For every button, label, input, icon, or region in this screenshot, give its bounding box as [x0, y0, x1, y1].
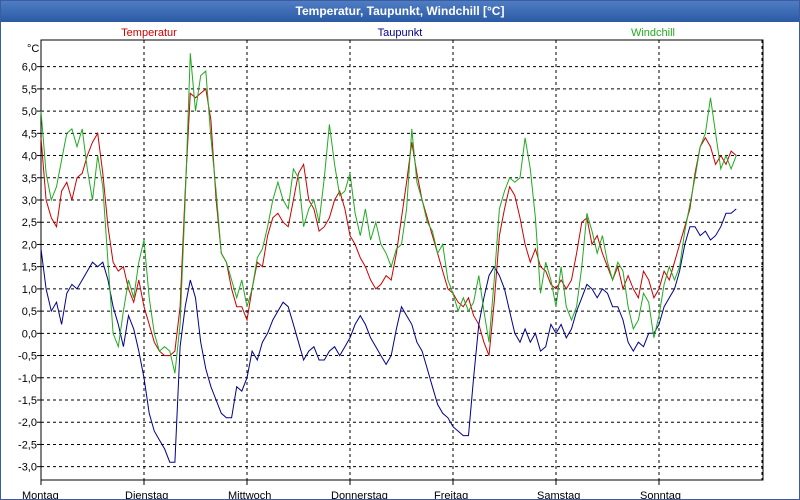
x-tick-day-label: Samstag	[537, 490, 580, 499]
series-lines	[40, 53, 737, 463]
y-tick-label: -3,0	[18, 462, 37, 474]
window-title: Temperatur, Taupunkt, Windchill [°C]	[1, 1, 799, 22]
y-tick-label: -2,0	[18, 417, 37, 429]
y-tick-label: 0,0	[22, 328, 37, 340]
series-line	[40, 87, 737, 357]
x-tick-day-label: Sonntag	[640, 490, 681, 499]
y-tick-label: -0,5	[18, 351, 37, 363]
x-axis: Montag10.01.22Dienstag11.01.22Mittwoch12…	[22, 480, 681, 499]
y-tick-label: -1,5	[18, 395, 37, 407]
series-line	[40, 53, 737, 374]
x-tick-day-label: Mittwoch	[228, 490, 271, 499]
y-axis: °C 6,0 5,5 5,0 4,5 4,0 3,5 3,0 2,5 2,0 1,5 1,0 0,5 0,…	[18, 43, 41, 474]
x-tick-day-label: Donnerstag	[331, 490, 388, 499]
y-tick-label: -1,0	[18, 373, 37, 385]
y-tick-label: 1,5	[22, 262, 37, 274]
grid	[41, 40, 763, 480]
series-line	[40, 208, 737, 463]
y-tick-label: 0,5	[22, 306, 37, 318]
y-tick-label: 2,0	[22, 239, 37, 251]
y-tick-label: 3,5	[22, 173, 37, 185]
y-tick-label: -2,5	[18, 439, 37, 451]
legend-item: Temperatur	[121, 27, 177, 39]
y-tick-label: 6,0	[22, 62, 37, 74]
x-tick-day-label: Montag	[22, 490, 59, 499]
y-tick-label: 5,0	[22, 106, 37, 118]
y-axis-label: °C	[27, 43, 39, 55]
y-tick-label: 2,5	[22, 217, 37, 229]
y-tick-label: 5,5	[22, 84, 37, 96]
legend-item: Taupunkt	[378, 27, 423, 39]
chart: °C 6,0 5,5 5,0 4,5 4,0 3,5 3,0 2,5 2,0 1,5 1,0 0,5 0,…	[18, 27, 764, 499]
legend-item: Windchill	[631, 27, 675, 39]
y-tick-label: 1,0	[22, 284, 37, 296]
plot-area	[40, 39, 764, 481]
x-tick-day-label: Dienstag	[125, 490, 168, 499]
legend: Temperatur Taupunkt Windchill	[121, 27, 675, 39]
x-tick-day-label: Freitag	[434, 490, 468, 499]
y-tick-label: 3,0	[22, 195, 37, 207]
y-tick-label: 4,0	[22, 151, 37, 163]
y-tick-label: 4,5	[22, 128, 37, 140]
